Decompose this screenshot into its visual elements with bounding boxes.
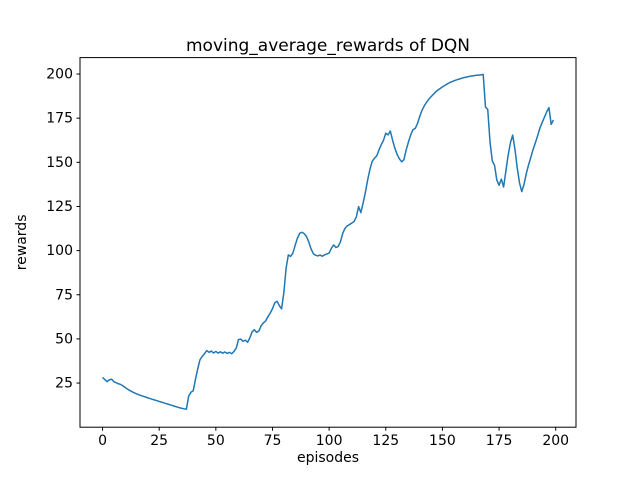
x-tick-label: 200 — [542, 433, 569, 449]
y-tick-label: 150 — [46, 155, 73, 171]
series-group — [102, 73, 555, 410]
y-tick-label: 75 — [55, 287, 73, 303]
x-tick-label: 100 — [316, 433, 343, 449]
y-tick-label: 25 — [55, 376, 73, 392]
series-line-moving_average_rewards — [102, 73, 555, 410]
x-tick-label: 150 — [429, 433, 456, 449]
x-tick-label: 25 — [150, 433, 168, 449]
x-tick-label: 75 — [264, 433, 282, 449]
y-tick-label: 175 — [46, 111, 73, 127]
y-tick-label: 100 — [46, 243, 73, 259]
x-tick-label: 0 — [98, 433, 107, 449]
y-tick-label: 50 — [55, 331, 73, 347]
y-tick-label: 200 — [46, 67, 73, 83]
plot-area — [80, 57, 576, 428]
chart-title: moving_average_rewards of DQN — [186, 36, 470, 56]
x-axis-label: episodes — [297, 450, 359, 466]
x-tick-label: 175 — [486, 433, 513, 449]
y-tick-label: 125 — [46, 199, 73, 215]
ticks-group: 0 25 50 75 100 125 150 175 200 25 50 75 100 125 150 175… — [46, 67, 569, 450]
x-tick-label: 50 — [207, 433, 225, 449]
axes-frame — [79, 57, 577, 428]
x-tick-label: 125 — [372, 433, 399, 449]
y-axis-label: rewards — [14, 215, 30, 271]
